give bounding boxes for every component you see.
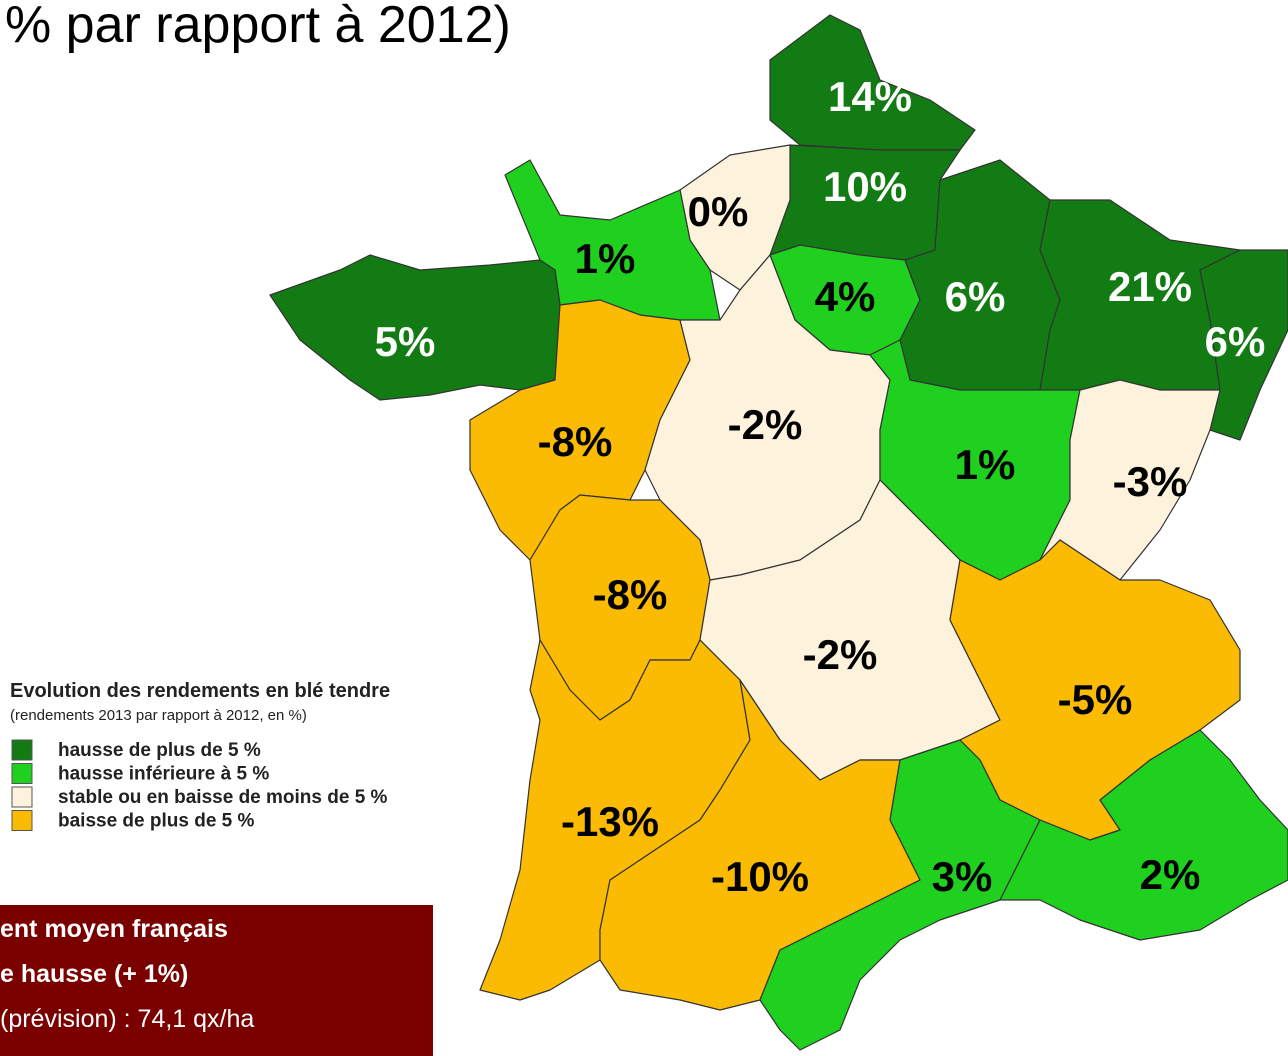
regions: [269, 14, 1288, 1051]
region-labels: 14% 10% 0% 1% 5% 4% 6% 21% 6% -8% -2% 1% -3% -8% -2% -5…: [375, 73, 1266, 900]
info-line: e hausse (+ 1%): [0, 960, 188, 988]
region-label: 21%: [1108, 263, 1192, 310]
region-label: 3%: [932, 853, 993, 900]
region-label: 10%: [823, 163, 907, 210]
legend-label: stable ou en baisse de moins de 5 %: [58, 787, 388, 808]
region: [599, 679, 921, 1011]
legend-swatch: [11, 739, 33, 761]
info-line: (prévision) : 74,1 qx/ha: [0, 1005, 254, 1033]
region: [759, 739, 1041, 1051]
legend-title: Evolution des rendements en blé tendre: [10, 680, 390, 702]
legend: Evolution des rendements en blé tendre (…: [10, 680, 390, 832]
legend-label: baisse de plus de 5 %: [58, 811, 255, 832]
legend-swatch: [11, 763, 33, 784]
info-line: ent moyen français: [0, 915, 228, 943]
region-label: -3%: [1113, 458, 1188, 505]
region-label: -10%: [711, 853, 809, 900]
legend-swatch: [11, 786, 33, 808]
region-label: -13%: [561, 798, 659, 845]
region-label: 2%: [1140, 851, 1201, 898]
region-label: 4%: [815, 273, 876, 320]
region-label: -8%: [538, 418, 613, 465]
region: [1039, 379, 1221, 581]
legend-label: hausse de plus de 5 %: [58, 740, 261, 761]
region-label: -5%: [1058, 676, 1133, 723]
region-label: 1%: [955, 441, 1016, 488]
legend-label: hausse inférieure à 5 %: [58, 764, 269, 785]
region-label: -2%: [803, 631, 878, 678]
region-label: 1%: [575, 235, 636, 282]
region: [769, 14, 976, 151]
region-label: -2%: [728, 401, 803, 448]
region-label: 5%: [375, 318, 436, 365]
info-box: ent moyen français e hausse (+ 1%) (prév…: [0, 905, 433, 1056]
legend-subtitle: (rendements 2013 par rapport à 2012, en …: [10, 707, 307, 724]
region-label: 6%: [945, 273, 1006, 320]
region-label: 0%: [688, 188, 749, 235]
region-label: 6%: [1205, 318, 1266, 365]
region: [999, 729, 1288, 941]
region-label: -8%: [593, 571, 668, 618]
title: % par rapport à 2012): [5, 0, 511, 54]
info-box-bg: [0, 905, 433, 1056]
legend-swatch: [11, 810, 33, 831]
region: [1199, 249, 1288, 441]
region-label: 14%: [828, 73, 912, 120]
